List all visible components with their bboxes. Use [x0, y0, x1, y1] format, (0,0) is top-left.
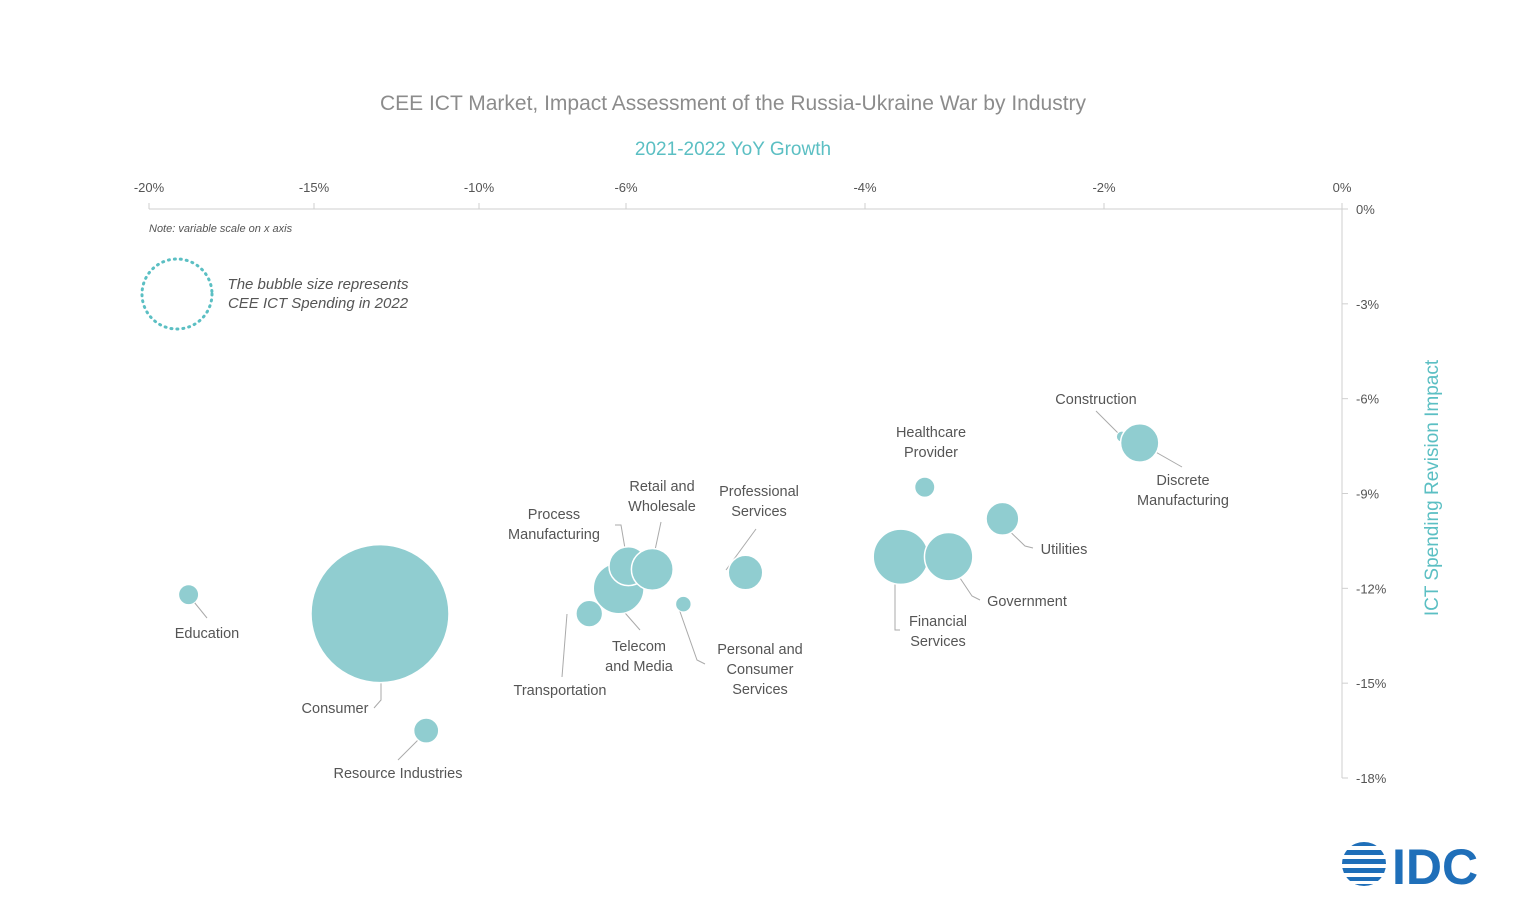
- bubble-professional-services: [727, 554, 764, 591]
- bubble-discrete-manufacturing: [1119, 423, 1160, 463]
- label-process-manufacturing: Process Manufacturing: [508, 507, 600, 543]
- label-education: Education: [175, 626, 240, 642]
- logo-text: IDC: [1392, 839, 1478, 895]
- leader-construction: [1095, 410, 1119, 434]
- y-tick-label: -3%: [1356, 297, 1380, 312]
- scale-note: Note: variable scale on x axis: [149, 223, 293, 235]
- label-transportation: Transportation: [514, 683, 607, 699]
- x-tick-label: -6%: [614, 180, 638, 195]
- leader-transportation: [561, 613, 568, 678]
- size-legend: The bubble size represents CEE ICT Spend…: [140, 257, 409, 331]
- label-retail-and-wholesale: Retail and Wholesale: [628, 479, 696, 515]
- label-telecom-and-media: Telecom and Media: [605, 639, 674, 675]
- legend-bubble-icon: [140, 257, 214, 331]
- label-consumer: Consumer: [302, 701, 369, 717]
- x-axis: -20% -15% -10% -6% -4% -2% 0%: [134, 180, 1352, 210]
- label-resource-industries: Resource Industries: [334, 766, 463, 782]
- globe-icon: [1342, 842, 1386, 886]
- x-tick-label: -10%: [464, 180, 495, 195]
- x-tick-label: -4%: [853, 180, 877, 195]
- chart-title: CEE ICT Market, Impact Assessment of the…: [380, 92, 1087, 115]
- bubble-government: [923, 531, 974, 582]
- label-healthcare-provider: Healthcare Provider: [896, 425, 966, 461]
- label-utilities: Utilities: [1041, 542, 1088, 558]
- bubble-utilities: [985, 501, 1020, 536]
- x-tick-label: -20%: [134, 180, 165, 195]
- label-personal-and-consumer-services: Personal and Consumer Services: [717, 642, 802, 698]
- x-tick-label: -2%: [1092, 180, 1116, 195]
- bubble-resource-industries: [412, 717, 440, 744]
- bubble-healthcare-provider: [914, 476, 936, 498]
- y-axis: 0% -3% -6% -9% -12% -15% -18%: [1341, 202, 1387, 786]
- bubbles: [178, 423, 1160, 744]
- idc-logo: IDC: [1342, 839, 1478, 895]
- label-government: Government: [987, 594, 1067, 610]
- x-tick-label: -15%: [299, 180, 330, 195]
- y-tick-label: -12%: [1356, 581, 1387, 596]
- bubble-financial-services: [872, 528, 930, 586]
- point-labels: Education Consumer Resource Industries Tran…: [175, 392, 1229, 782]
- x-tick-label: 0%: [1333, 180, 1352, 195]
- y-tick-label: 0%: [1356, 202, 1375, 217]
- label-financial-services: Financial Services: [909, 614, 967, 650]
- y-tick-label: -6%: [1356, 392, 1380, 407]
- label-construction: Construction: [1055, 392, 1136, 408]
- bubble-transportation: [575, 599, 604, 628]
- legend-text-line1: The bubble size represents: [228, 276, 409, 293]
- bubble-personal-and-consumer-services: [675, 595, 692, 613]
- bubble-consumer: [310, 543, 450, 684]
- y-tick-label: -15%: [1356, 676, 1387, 691]
- label-discrete-manufacturing: Discrete Manufacturing: [1137, 473, 1229, 509]
- chart-subtitle: 2021-2022 YoY Growth: [635, 139, 831, 160]
- label-professional-services: Professional Services: [719, 484, 799, 520]
- leader-personal-and-consumer-services: [677, 605, 706, 665]
- bubble-education: [178, 584, 200, 606]
- y-tick-label: -9%: [1356, 487, 1380, 502]
- y-axis-label: ICT Spending Revision Impact: [1422, 359, 1443, 616]
- y-tick-label: -18%: [1356, 771, 1387, 786]
- bubble-retail-and-wholesale: [630, 547, 674, 592]
- legend-text-line2: CEE ICT Spending in 2022: [228, 295, 409, 312]
